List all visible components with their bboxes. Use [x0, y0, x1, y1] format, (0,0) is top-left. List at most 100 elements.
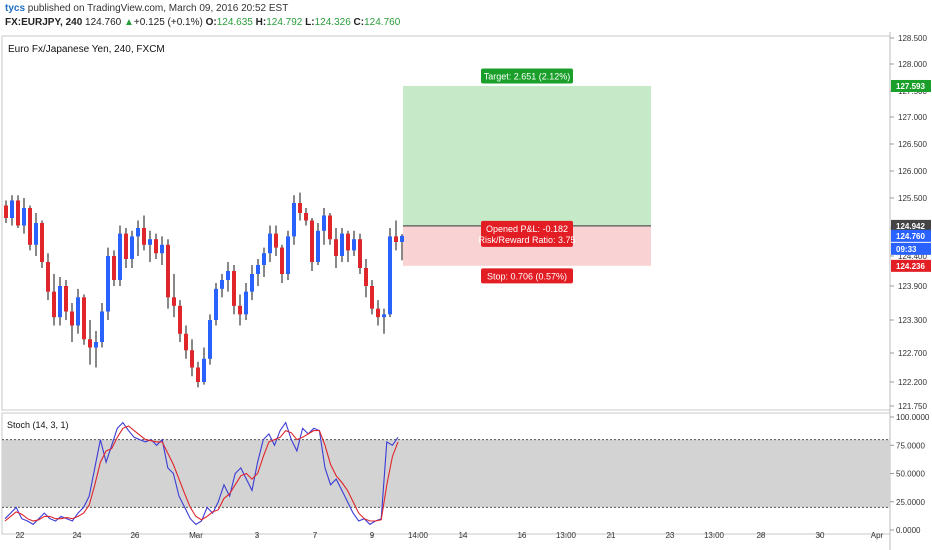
target-badge: Target: 2.651 (2.12%)	[484, 71, 571, 81]
candle-body	[70, 312, 74, 326]
time-tick-label: 7	[313, 531, 318, 540]
up-arrow-icon: ▲	[124, 17, 134, 28]
candle-body	[220, 280, 224, 289]
candle-body	[274, 234, 278, 248]
price-tag-label: 09:33	[896, 245, 917, 254]
price-tick-label: 125.500	[898, 194, 927, 203]
stoch-tick-label: 0.0000	[896, 526, 921, 535]
candle-body	[190, 350, 194, 367]
candle-body	[340, 234, 344, 256]
price-tick-label: 126.000	[898, 167, 927, 176]
price-chart[interactable]: 128.500128.000127.500127.000126.500126.0…	[0, 32, 932, 550]
time-tick-label: 23	[666, 531, 675, 540]
last-price: 124.760	[85, 17, 121, 28]
candle-body	[310, 221, 314, 263]
open-label: O:	[206, 17, 217, 28]
candle-body	[16, 201, 20, 226]
candle-body	[208, 320, 212, 359]
candle-body	[154, 239, 158, 253]
candle-body	[22, 208, 26, 226]
candle-body	[256, 265, 260, 274]
candle-body	[124, 234, 128, 259]
time-tick-label: 21	[607, 531, 616, 540]
price-tag-label: 127.593	[896, 82, 925, 91]
candle-body	[148, 239, 152, 245]
close-label: C:	[354, 17, 365, 28]
time-tick-label: 16	[518, 531, 527, 540]
candle-body	[28, 208, 32, 245]
candle-body	[64, 286, 68, 312]
time-tick-label: 24	[73, 531, 82, 540]
high-label: H:	[256, 17, 267, 28]
candle-body	[400, 236, 404, 242]
candle-body	[304, 213, 308, 221]
time-tick-label: 9	[370, 531, 375, 540]
candle-body	[328, 216, 332, 240]
pnl-badge: Opened P&L: -0.182	[486, 224, 568, 234]
candle-body	[262, 253, 266, 265]
candle-body	[388, 236, 392, 314]
candle-body	[106, 256, 110, 312]
high-value: 124.792	[266, 17, 302, 28]
publish-text: published on TradingView.com, March 09, …	[25, 3, 288, 14]
candle-body	[226, 271, 230, 280]
candle-body	[316, 231, 320, 262]
stoch-band	[2, 440, 890, 508]
candle-body	[376, 309, 380, 318]
price-tick-label: 121.750	[898, 402, 927, 411]
candle-body	[232, 271, 236, 306]
time-tick-label: 14	[459, 531, 468, 540]
time-tick-label: 13:00	[556, 531, 577, 540]
candle-body	[34, 223, 38, 245]
candle-body	[94, 342, 98, 348]
chart-title: Euro Fx/Japanese Yen, 240, FXCM	[8, 44, 165, 55]
price-tag-label: 124.760	[896, 232, 925, 241]
candle-body	[250, 274, 254, 292]
candle-body	[346, 234, 350, 251]
candle-body	[244, 292, 248, 315]
candle-body	[382, 314, 386, 317]
stoch-tick-label: 100.0000	[896, 413, 930, 422]
candle-body	[280, 248, 284, 274]
price-tick-label: 127.000	[898, 113, 927, 122]
time-tick-label: 22	[16, 531, 25, 540]
time-tick-label: Apr	[871, 531, 884, 540]
candle-body	[142, 228, 146, 245]
candle-body	[40, 223, 44, 262]
time-tick-label: 13:00	[704, 531, 725, 540]
symbol-label[interactable]: FX:EURJPY, 240	[5, 17, 82, 28]
candle-body	[172, 297, 176, 306]
stoch-tick-label: 50.0000	[896, 470, 925, 479]
low-value: 124.326	[315, 17, 351, 28]
candle-body	[394, 236, 398, 242]
candle-body	[214, 289, 218, 320]
pnl-badge: Risk/Reward Ratio: 3.75	[478, 235, 575, 245]
candle-body	[112, 256, 116, 280]
candle-body	[358, 239, 362, 268]
candle-body	[58, 286, 62, 317]
stoch-tick-label: 75.0000	[896, 441, 925, 450]
candle-body	[298, 203, 302, 213]
candle-body	[286, 236, 290, 274]
price-tick-label: 128.500	[898, 34, 927, 43]
author-link[interactable]: tycs	[5, 3, 25, 14]
open-value: 124.635	[217, 17, 253, 28]
price-tick-label: 123.900	[898, 282, 927, 291]
candle-body	[136, 228, 140, 236]
candle-body	[202, 359, 206, 382]
time-tick-label: 28	[757, 531, 766, 540]
candle-body	[118, 234, 122, 280]
candle-body	[292, 203, 296, 236]
price-tick-label: 126.500	[898, 140, 927, 149]
candle-body	[238, 306, 242, 315]
candle-body	[82, 297, 86, 339]
publish-line: tycs published on TradingView.com, March…	[5, 3, 288, 14]
low-label: L:	[305, 17, 314, 28]
candle-body	[46, 262, 50, 292]
stoch-title: Stoch (14, 3, 1)	[7, 420, 69, 430]
price-change: +0.125 (+0.1%)	[134, 17, 203, 28]
candle-body	[160, 245, 164, 253]
candle-body	[364, 268, 368, 286]
candle-body	[196, 368, 200, 383]
chart-header: tycs published on TradingView.com, March…	[0, 0, 932, 32]
